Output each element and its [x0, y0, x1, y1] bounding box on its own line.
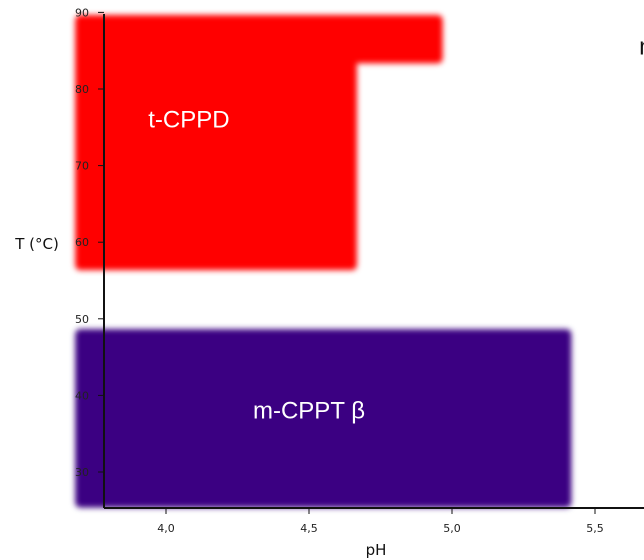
point-label: m-CPPD	[639, 34, 644, 61]
y-tick-label: 80	[75, 83, 89, 96]
region-label: t-CPPD	[148, 106, 229, 133]
y-tick-label: 50	[75, 313, 89, 326]
regions-layer	[75, 15, 644, 508]
y-tick-label: 40	[75, 389, 89, 402]
x-tick-label: 4,5	[300, 522, 318, 535]
x-tick-label: 5,0	[443, 522, 461, 535]
x-tick-label: 5,5	[586, 522, 604, 535]
y-tick-label: 70	[75, 160, 89, 173]
y-tick-label: 60	[75, 236, 89, 249]
region-label: m-CPPT β	[253, 397, 365, 424]
region-m-cppt	[75, 329, 572, 508]
y-tick-label: 30	[75, 466, 89, 479]
region-t-cppd	[75, 15, 443, 271]
x-axis-label: pH	[366, 541, 387, 559]
ticks-layer: 4,04,55,05,56,06,57,030405060708090	[75, 6, 604, 535]
y-axis-label: T (°C)	[14, 235, 59, 253]
x-tick-label: 4,0	[157, 522, 175, 535]
axes-layer	[103, 14, 644, 509]
y-tick-label: 90	[75, 6, 89, 19]
